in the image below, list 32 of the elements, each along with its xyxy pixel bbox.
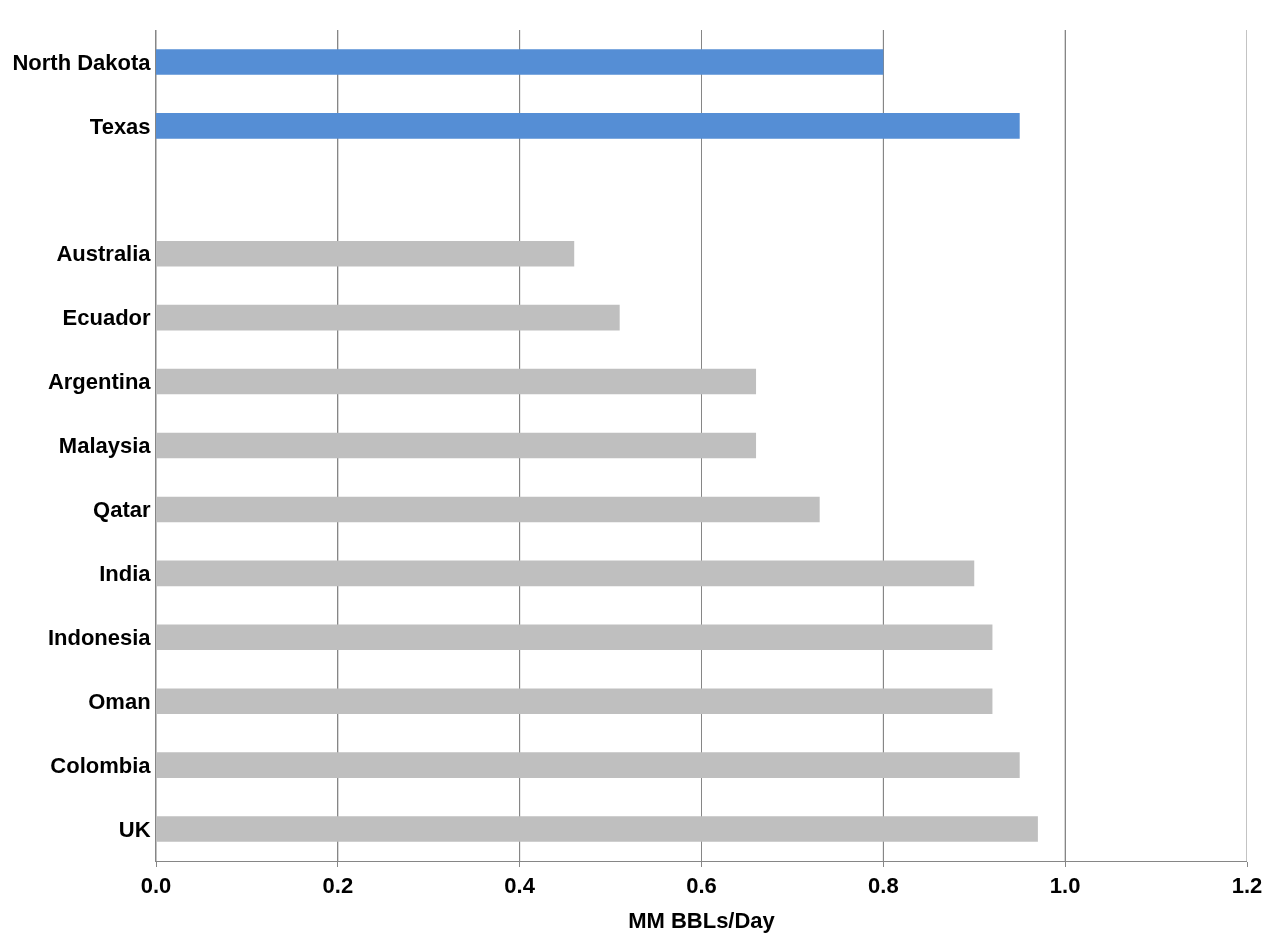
x-tick-label: 0.2 — [322, 873, 354, 899]
y-tick-label: Qatar — [93, 497, 152, 523]
y-tick-label: Oman — [88, 688, 151, 714]
bar — [156, 304, 620, 331]
x-tick-label: 1.2 — [1231, 873, 1263, 899]
bar — [156, 240, 575, 267]
x-tick-label: 0.0 — [140, 873, 172, 899]
y-tick-label: Argentina — [47, 369, 152, 395]
bar — [156, 752, 1020, 778]
y-tick-label: Australia — [56, 241, 152, 267]
y-tick-label: Colombia — [50, 752, 152, 778]
bar — [156, 688, 993, 714]
y-tick-label: India — [99, 561, 152, 587]
bar — [156, 368, 757, 395]
x-tick-label: 1.0 — [1049, 873, 1081, 899]
bar — [156, 49, 884, 75]
y-tick-label: Malaysia — [58, 433, 152, 459]
bar — [156, 624, 993, 651]
y-tick-label: Indonesia — [47, 624, 152, 650]
y-tick-label: Texas — [89, 113, 151, 139]
bar — [156, 113, 1020, 139]
bar — [156, 496, 820, 523]
bar — [156, 432, 757, 459]
y-tick-label: Ecuador — [62, 305, 152, 331]
x-tick-label: 0.6 — [686, 873, 717, 899]
y-tick-label: UK — [118, 816, 151, 842]
y-tick-label: North Dakota — [12, 49, 152, 75]
x-axis-title: MM BBLs/Day — [628, 908, 776, 934]
x-tick-label: 0.4 — [504, 873, 536, 899]
x-tick-label: 0.8 — [868, 873, 899, 899]
bar — [156, 560, 975, 587]
bar — [156, 816, 1038, 842]
